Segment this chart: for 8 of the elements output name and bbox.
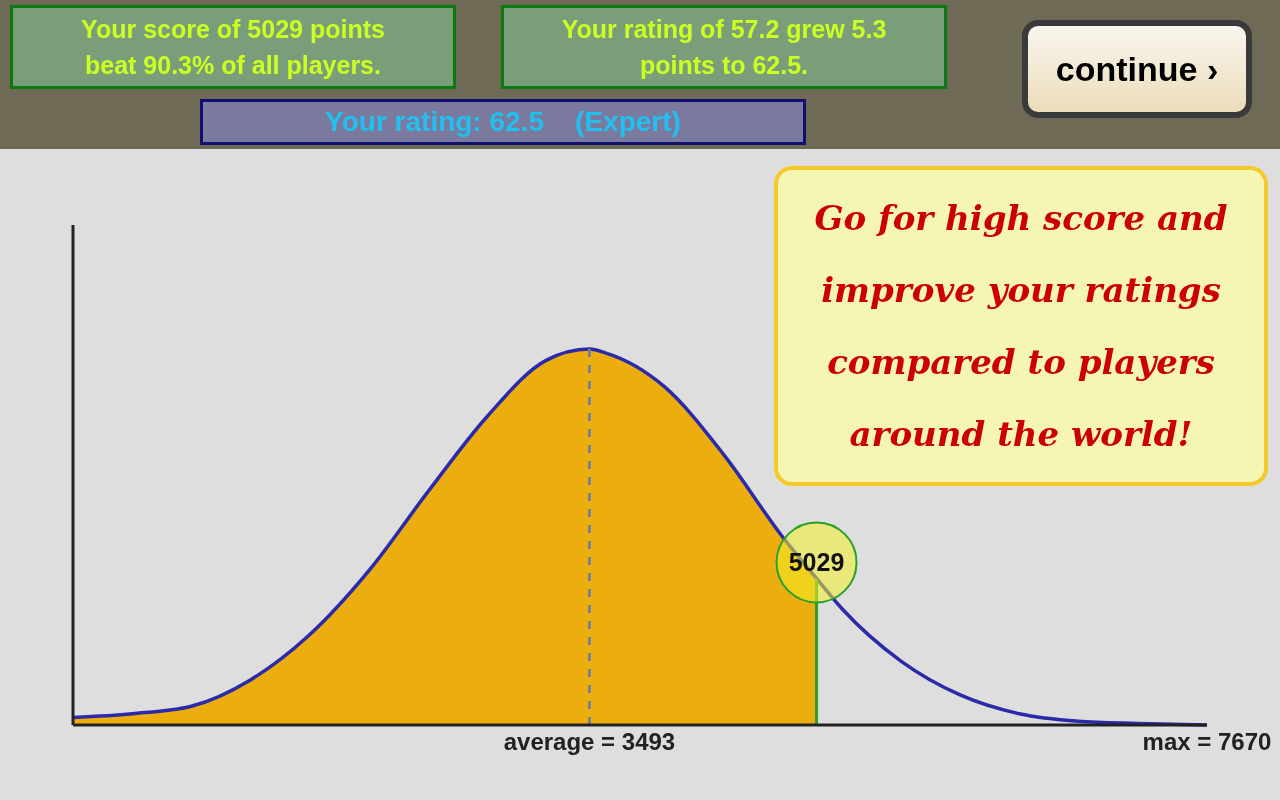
text: continue › xyxy=(1055,50,1219,88)
x-tick-label: max = 7670 xyxy=(1142,728,1272,756)
text: Your score of 5029 points beat 90.3% of all players. xyxy=(80,14,386,81)
text: Your rating: 62.5 (Expert) xyxy=(325,105,681,139)
text: Your rating of 57.2 grew 5.3 points to 62.5. xyxy=(560,14,888,81)
annotation: Go for high score and improve your ratings compared to players around the world! xyxy=(813,197,1229,456)
x-tick-label: average = 3493 xyxy=(503,728,676,756)
ref-line-label: 5029 xyxy=(788,548,845,577)
